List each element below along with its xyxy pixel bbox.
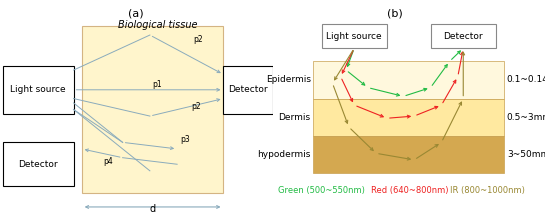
Text: hypodermis: hypodermis [257, 150, 311, 159]
Text: Detector: Detector [444, 32, 483, 41]
Text: p2: p2 [191, 102, 201, 111]
Text: Green (500~550nm): Green (500~550nm) [278, 186, 365, 195]
Text: (a): (a) [129, 9, 144, 19]
Text: d: d [149, 203, 156, 214]
FancyBboxPatch shape [322, 24, 387, 48]
Text: Detector: Detector [19, 160, 58, 169]
Text: (b): (b) [387, 9, 403, 19]
Text: Dermis: Dermis [278, 113, 311, 122]
Text: p2: p2 [193, 35, 203, 44]
FancyBboxPatch shape [3, 66, 74, 114]
FancyBboxPatch shape [223, 66, 272, 114]
Text: Light source: Light source [326, 32, 382, 41]
Text: 0.5~3mm: 0.5~3mm [507, 113, 545, 122]
Text: Light source: Light source [10, 85, 66, 94]
FancyBboxPatch shape [313, 61, 504, 99]
Text: Biological tissue: Biological tissue [118, 20, 198, 30]
FancyBboxPatch shape [82, 26, 223, 193]
Text: 3~50mm: 3~50mm [507, 150, 545, 159]
Text: p4: p4 [104, 157, 113, 166]
Text: Epidermis: Epidermis [265, 75, 311, 85]
Text: p3: p3 [180, 135, 190, 144]
FancyBboxPatch shape [313, 99, 504, 136]
Text: Detector: Detector [228, 85, 268, 94]
Text: p1: p1 [153, 79, 162, 88]
Text: Red (640~800nm): Red (640~800nm) [371, 186, 448, 195]
FancyBboxPatch shape [3, 142, 74, 186]
FancyBboxPatch shape [431, 24, 496, 48]
Text: 0.1~0.14um: 0.1~0.14um [507, 75, 545, 85]
Text: IR (800~1000nm): IR (800~1000nm) [450, 186, 524, 195]
FancyBboxPatch shape [313, 136, 504, 173]
